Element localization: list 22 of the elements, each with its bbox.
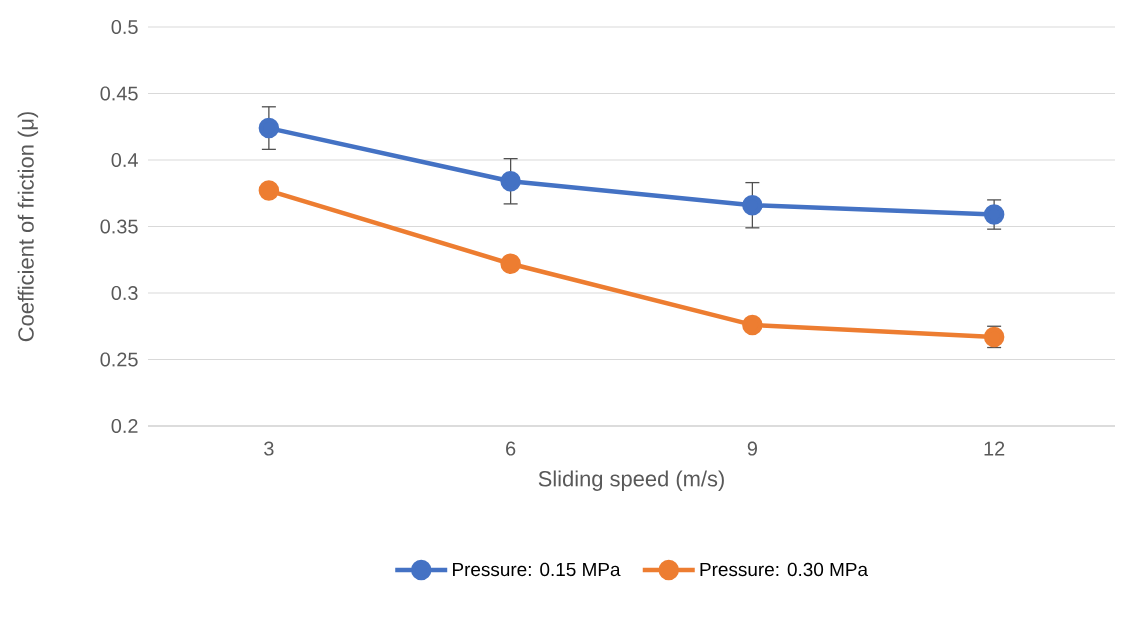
y-tick-label: 0.5	[111, 19, 138, 35]
x-tick-label: 9	[747, 441, 757, 456]
point	[258, 180, 280, 201]
y-tick-label: 0.35	[100, 219, 138, 234]
x-tick-label: 3	[264, 441, 274, 456]
x-axis-title: Sliding speed (m/s)	[538, 470, 724, 491]
y-axis-title: Coefficient of friction (μ)	[17, 112, 39, 342]
point	[742, 314, 763, 336]
x-tick-label: 6	[506, 441, 516, 456]
point	[258, 117, 280, 139]
y-tick-label: 0.45	[100, 86, 138, 101]
y-tick-label: 0.3	[111, 285, 138, 301]
legend-label: Pressure: 0.15 MPa	[453, 562, 621, 577]
y-tick-label: 0.4	[111, 152, 138, 168]
legend-label: Pressure: 0.30 MPa	[700, 562, 869, 577]
x-tick-label: 12	[984, 441, 1005, 456]
y-tick-label: 0.2	[111, 418, 138, 434]
point	[500, 253, 521, 274]
y-tick-label: 0.25	[100, 352, 138, 367]
point	[500, 171, 521, 192]
point	[983, 204, 1005, 225]
point	[742, 194, 763, 216]
